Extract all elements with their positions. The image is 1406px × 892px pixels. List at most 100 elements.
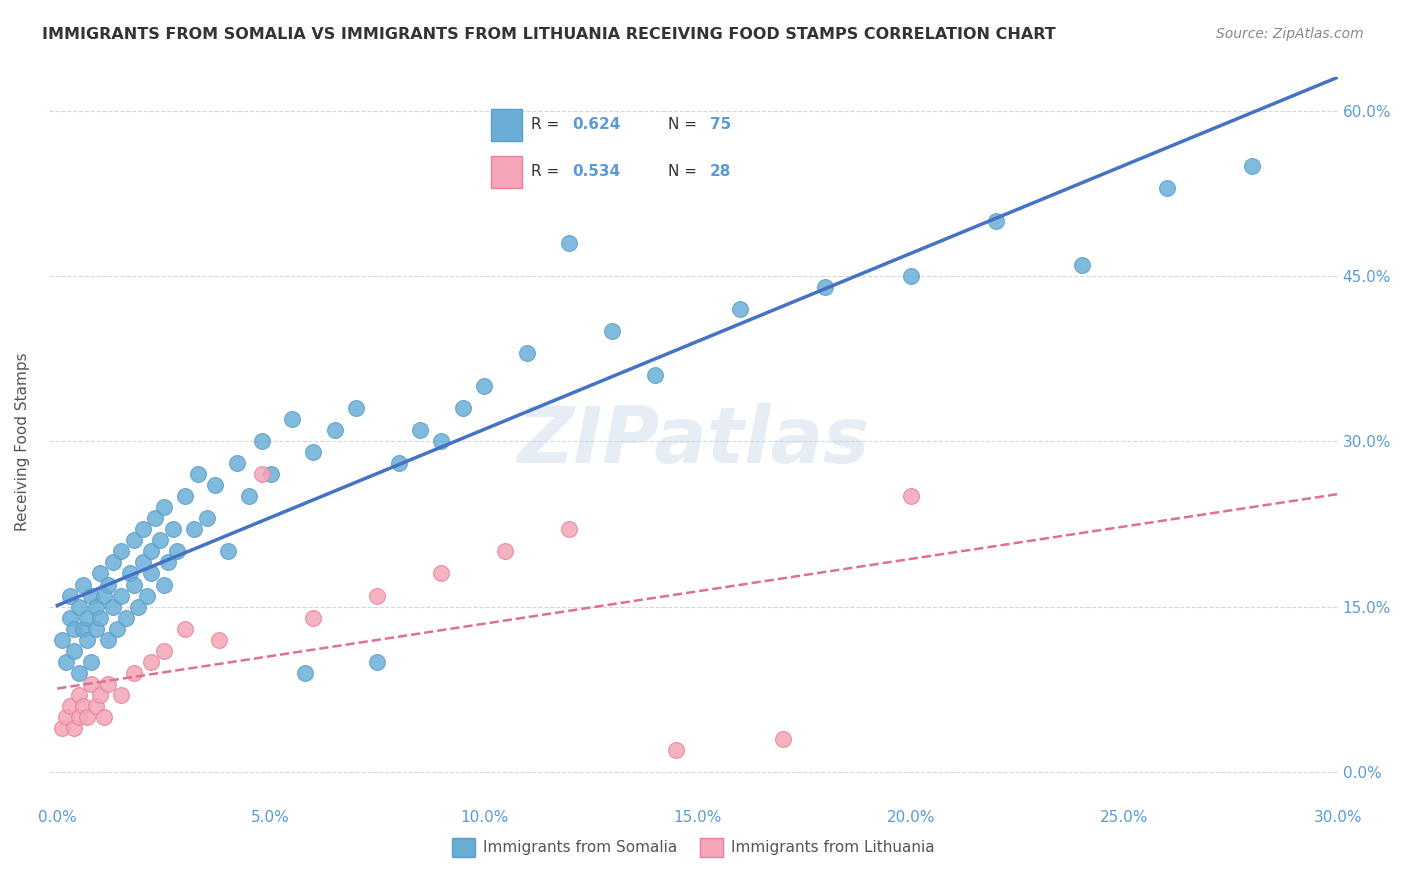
Point	[93, 710, 115, 724]
Point	[131, 522, 153, 536]
Point	[166, 544, 188, 558]
Point	[55, 655, 77, 669]
Point	[900, 268, 922, 283]
Point	[162, 522, 184, 536]
Point	[665, 743, 688, 757]
Point	[187, 467, 209, 482]
Point	[344, 401, 367, 416]
Point	[141, 655, 163, 669]
Text: Source: ZipAtlas.com: Source: ZipAtlas.com	[1216, 27, 1364, 41]
Point	[153, 577, 176, 591]
Point	[97, 577, 120, 591]
Point	[451, 401, 474, 416]
Point	[204, 478, 226, 492]
Point	[600, 324, 623, 338]
Point	[208, 632, 231, 647]
Point	[59, 589, 82, 603]
Point	[141, 566, 163, 581]
Point	[67, 665, 90, 680]
Point	[157, 556, 180, 570]
Point	[281, 412, 304, 426]
Point	[302, 445, 325, 459]
Point	[97, 677, 120, 691]
Point	[472, 379, 495, 393]
Point	[814, 280, 837, 294]
Point	[558, 522, 581, 536]
Point	[494, 544, 516, 558]
Point	[67, 710, 90, 724]
Y-axis label: Receiving Food Stamps: Receiving Food Stamps	[15, 352, 30, 531]
Point	[105, 622, 128, 636]
Point	[195, 511, 218, 525]
Point	[101, 556, 124, 570]
Point	[294, 665, 316, 680]
Point	[174, 622, 197, 636]
Point	[250, 467, 273, 482]
Point	[127, 599, 149, 614]
Point	[430, 566, 453, 581]
Point	[516, 346, 538, 360]
Point	[76, 710, 98, 724]
Point	[772, 731, 794, 746]
Point	[72, 622, 94, 636]
Point	[141, 544, 163, 558]
Point	[250, 434, 273, 449]
Point	[1156, 180, 1178, 194]
Point	[80, 589, 103, 603]
Point	[51, 721, 73, 735]
Point	[302, 610, 325, 624]
Point	[366, 655, 388, 669]
Point	[1241, 159, 1264, 173]
Point	[89, 610, 111, 624]
Point	[728, 301, 751, 316]
Point	[366, 589, 388, 603]
Point	[122, 533, 145, 548]
Point	[110, 544, 132, 558]
Point	[80, 655, 103, 669]
Point	[388, 456, 411, 470]
Point	[101, 599, 124, 614]
Point	[51, 632, 73, 647]
Point	[174, 489, 197, 503]
Point	[183, 522, 205, 536]
Point	[149, 533, 172, 548]
Point	[145, 511, 167, 525]
Legend: Immigrants from Somalia, Immigrants from Lithuania: Immigrants from Somalia, Immigrants from…	[446, 832, 941, 863]
Point	[97, 632, 120, 647]
Point	[80, 677, 103, 691]
Point	[63, 721, 86, 735]
Point	[260, 467, 283, 482]
Point	[67, 688, 90, 702]
Point	[644, 368, 666, 382]
Point	[84, 599, 107, 614]
Point	[67, 599, 90, 614]
Point	[409, 423, 432, 437]
Point	[93, 589, 115, 603]
Point	[153, 643, 176, 657]
Point	[55, 710, 77, 724]
Point	[558, 235, 581, 250]
Point	[110, 688, 132, 702]
Point	[89, 566, 111, 581]
Point	[72, 698, 94, 713]
Point	[118, 566, 141, 581]
Point	[131, 556, 153, 570]
Point	[135, 589, 157, 603]
Point	[217, 544, 239, 558]
Point	[59, 698, 82, 713]
Point	[72, 577, 94, 591]
Point	[323, 423, 346, 437]
Point	[84, 622, 107, 636]
Point	[59, 610, 82, 624]
Text: ZIPatlas: ZIPatlas	[517, 403, 869, 479]
Text: IMMIGRANTS FROM SOMALIA VS IMMIGRANTS FROM LITHUANIA RECEIVING FOOD STAMPS CORRE: IMMIGRANTS FROM SOMALIA VS IMMIGRANTS FR…	[42, 27, 1056, 42]
Point	[986, 213, 1008, 227]
Point	[89, 688, 111, 702]
Point	[63, 622, 86, 636]
Point	[900, 489, 922, 503]
Point	[122, 665, 145, 680]
Point	[76, 610, 98, 624]
Point	[114, 610, 136, 624]
Point	[1070, 258, 1092, 272]
Point	[63, 643, 86, 657]
